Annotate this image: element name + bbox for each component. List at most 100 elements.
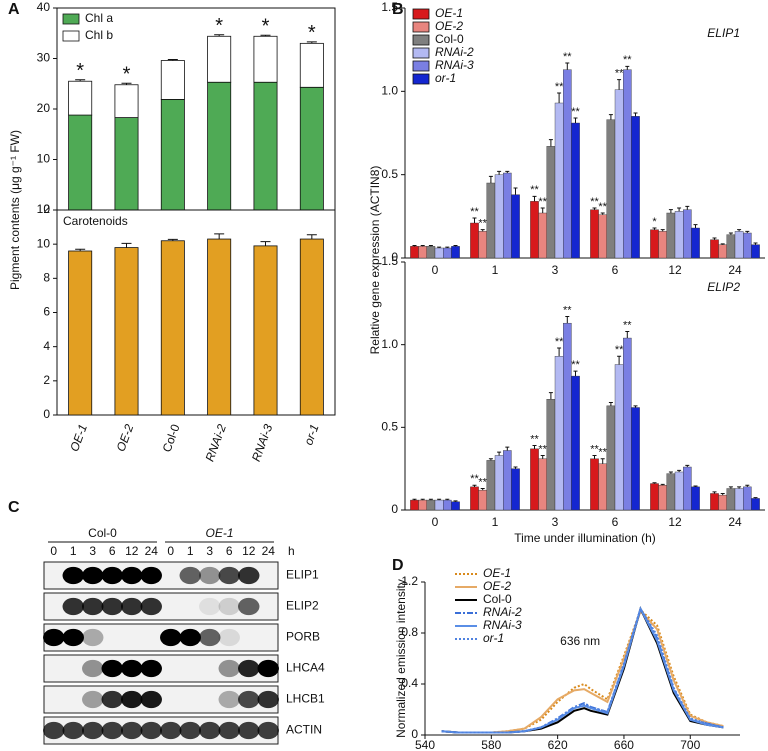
legend-label: OE-1 <box>435 6 463 20</box>
significance-mark: ** <box>470 473 479 485</box>
significance-mark: ** <box>563 304 572 316</box>
bar <box>683 466 692 511</box>
error-bar <box>677 207 682 212</box>
blot-lane-label: 0 <box>50 544 57 558</box>
bar <box>546 146 556 259</box>
bar-segment <box>299 86 324 211</box>
plot-frame <box>56 209 336 416</box>
significance-mark: ** <box>478 218 487 230</box>
blot-band <box>82 659 104 678</box>
bar <box>571 122 580 259</box>
error-bar <box>497 451 502 456</box>
bar <box>451 246 460 259</box>
y-tick-label: 0 <box>411 727 418 741</box>
error-bar <box>214 233 225 240</box>
error-bar <box>557 347 562 357</box>
legend-swatch <box>412 73 430 85</box>
blot-lane-label: 12 <box>242 544 256 558</box>
significance-mark: ** <box>470 206 479 218</box>
significance-mark: ** <box>615 68 624 80</box>
bar <box>486 460 496 511</box>
y-tick-label: 0 <box>391 502 398 516</box>
bar <box>494 455 504 511</box>
significance-mark: * <box>215 15 223 37</box>
legend-label: RNAi-3 <box>483 618 522 632</box>
blot-lane-label: 12 <box>125 544 139 558</box>
error-bar <box>472 484 477 487</box>
error-bar <box>625 330 630 339</box>
blot-band <box>62 597 84 616</box>
blot-band <box>101 690 123 709</box>
bar <box>426 499 436 511</box>
blot-unit: h <box>288 544 295 558</box>
legend-swatch <box>412 47 430 59</box>
error-bar <box>412 498 417 501</box>
x-tick-label: OE-1 <box>67 422 90 453</box>
bar <box>623 69 632 259</box>
bar <box>718 494 727 511</box>
error-bar <box>420 245 425 247</box>
bar <box>486 182 496 259</box>
y-tick-label: 1.0 <box>381 337 398 351</box>
blot-band <box>140 566 162 585</box>
y-tick-label: 2 <box>43 373 50 387</box>
error-bar <box>617 79 622 90</box>
error-bar <box>625 65 630 70</box>
bar <box>571 375 580 511</box>
bar <box>418 246 428 259</box>
bar <box>734 231 744 259</box>
bar <box>207 238 232 416</box>
bar <box>674 211 684 259</box>
x-tick-label: 6 <box>612 515 619 529</box>
error-bar <box>453 245 458 247</box>
error-bar <box>445 246 450 248</box>
error-bar <box>513 466 518 469</box>
bar <box>443 247 452 259</box>
y-tick-label: 6 <box>43 305 50 319</box>
bar <box>590 458 599 511</box>
error-bar <box>693 224 698 228</box>
bar <box>650 229 659 259</box>
blot-band <box>62 628 84 647</box>
panel-label: D <box>392 557 404 574</box>
y-tick-label: 1.5 <box>381 254 398 268</box>
error-bar <box>685 464 690 468</box>
blot-band <box>218 721 240 740</box>
error-bar <box>685 205 690 210</box>
blot-band <box>82 566 104 585</box>
legend-label: RNAi-2 <box>435 45 474 59</box>
error-bar <box>167 238 178 241</box>
bar-segment <box>253 35 278 83</box>
y-tick-label: 1.2 <box>401 574 418 588</box>
error-bar <box>608 114 613 120</box>
bar-segment <box>68 114 93 211</box>
bar <box>658 485 667 511</box>
error-bar <box>428 498 433 501</box>
error-bar <box>608 402 613 406</box>
y-axis-label: Relative gene expression (ACTIN8) <box>368 166 382 355</box>
y-tick-label: 20 <box>37 101 51 115</box>
bar <box>606 405 616 511</box>
error-bar <box>720 243 725 245</box>
y-tick-label: 0.8 <box>401 625 418 639</box>
bar <box>410 246 419 259</box>
y-axis-label: Normalized emission intensity <box>394 579 408 738</box>
bar <box>68 250 93 416</box>
y-tick-label: 0.5 <box>381 420 398 434</box>
error-bar <box>633 112 638 117</box>
blot-band <box>238 597 260 616</box>
error-bar <box>745 230 750 233</box>
error-bar <box>720 492 725 496</box>
blot-band <box>82 628 104 647</box>
blot-band <box>43 628 65 647</box>
significance-mark: ** <box>598 201 607 213</box>
blot-band <box>199 628 221 647</box>
blot-row-label: ELIP2 <box>286 599 319 613</box>
x-tick-label: 700 <box>680 738 700 751</box>
y-tick-label: 40 <box>37 0 51 14</box>
blot-band <box>179 628 201 647</box>
x-tick-label: 24 <box>728 263 742 277</box>
bar <box>538 212 547 259</box>
error-bar <box>480 488 485 491</box>
legend-label: RNAi-2 <box>483 605 522 619</box>
